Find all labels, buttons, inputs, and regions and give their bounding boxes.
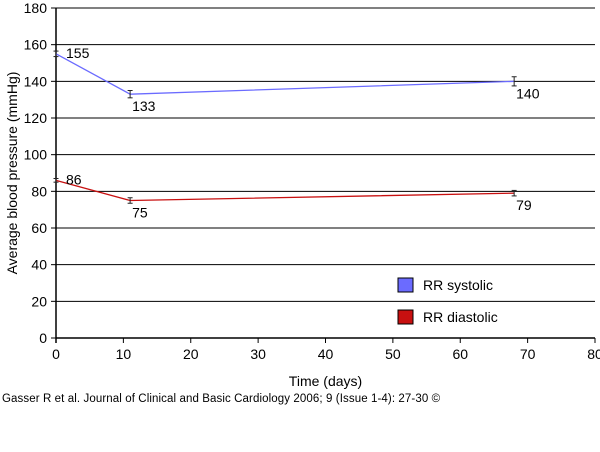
x-tick-label-30: 30 [250,346,266,362]
y-axis-title: Average blood pressure (mmHg) [4,72,20,275]
y-tick-label-0: 0 [39,330,47,346]
x-tick-label-10: 10 [116,346,132,362]
series-line-systolic [55,53,515,95]
x-tick-label-40: 40 [318,346,334,362]
x-axis-title: Time (days) [289,373,362,389]
data-label-systolic-2: 140 [516,85,540,101]
y-tick-label-100: 100 [24,147,48,163]
data-label-systolic-1: 133 [132,98,156,114]
data-label-diastolic-1: 75 [132,205,148,221]
x-tick-label-80: 80 [587,346,600,362]
y-tick-label-160: 160 [24,37,48,53]
y-tick-label-40: 40 [31,257,47,273]
y-tick-label-80: 80 [31,183,47,199]
y-tick-label-20: 20 [31,293,47,309]
x-tick-label-60: 60 [452,346,468,362]
data-label-diastolic-2: 79 [516,197,532,213]
x-tick-label-0: 0 [52,346,60,362]
x-tick-label-20: 20 [183,346,199,362]
x-tick-label-70: 70 [520,346,536,362]
legend-swatch-diastolic [397,309,414,325]
data-label-systolic-0: 155 [66,45,90,61]
series-line-diastolic [55,179,515,202]
x-tick-label-50: 50 [385,346,401,362]
citation-credit: Gasser R et al. Journal of Clinical and … [2,393,441,405]
legend-swatch-systolic [397,277,414,293]
y-tick-label-120: 120 [24,110,48,126]
legend-label-systolic: RR systolic [423,277,493,293]
y-tick-label-60: 60 [31,220,47,236]
data-label-diastolic-0: 86 [66,171,82,187]
y-tick-label-140: 140 [24,73,48,89]
y-tick-label-180: 180 [24,0,48,16]
legend-label-diastolic: RR diastolic [423,309,498,325]
